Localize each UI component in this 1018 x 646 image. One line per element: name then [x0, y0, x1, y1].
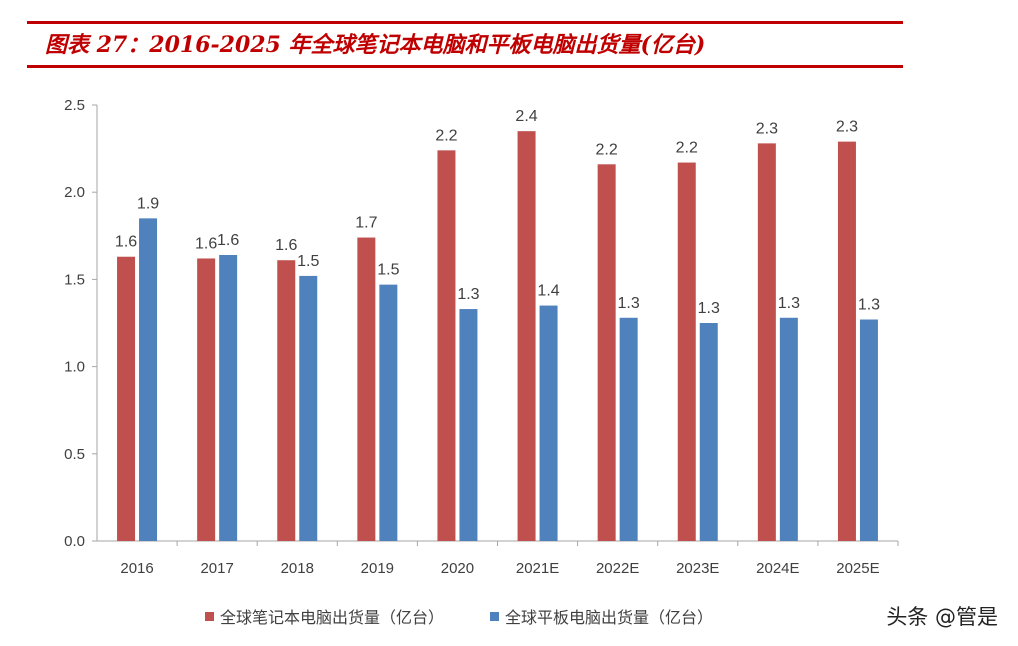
data-label-notebook: 2.4: [515, 108, 537, 125]
bar-notebook: [757, 143, 776, 542]
data-label-notebook: 1.6: [195, 235, 217, 252]
bar-notebook: [357, 237, 376, 541]
x-tick-label: 2017: [200, 560, 233, 577]
data-label-notebook: 1.7: [355, 215, 377, 232]
title-bottom-rule: [27, 65, 903, 68]
y-tick-label: 2.0: [64, 184, 85, 201]
data-label-notebook: 2.3: [836, 119, 858, 136]
bar-notebook: [597, 164, 616, 541]
chart-title: 图表 27：2016-2025 年全球笔记本电脑和平板电脑出货量(亿台): [45, 32, 706, 58]
legend-label-notebook: 全球笔记本电脑出货量（亿台）: [220, 608, 445, 627]
watermark: 头条 @管是: [886, 605, 998, 629]
data-label-tablet: 1.6: [217, 232, 239, 249]
data-label-tablet: 1.3: [698, 300, 720, 317]
data-label-notebook: 2.3: [756, 120, 778, 137]
data-label-tablet: 1.3: [457, 286, 479, 303]
bar-notebook: [197, 258, 216, 541]
bar-tablet: [139, 218, 158, 542]
bar-notebook: [277, 260, 296, 541]
bar-tablet: [539, 305, 558, 541]
bar-tablet: [459, 309, 478, 541]
y-tick-label: 1.0: [64, 359, 85, 376]
bar-notebook: [437, 150, 456, 541]
data-label-notebook: 2.2: [435, 127, 457, 144]
bar-tablet: [299, 275, 318, 541]
bar-tablet: [859, 319, 878, 541]
data-label-notebook: 1.6: [275, 237, 297, 254]
x-tick-label: 2020: [441, 560, 474, 577]
data-label-tablet: 1.3: [858, 297, 880, 314]
x-tick-label: 2018: [281, 560, 314, 577]
data-label-notebook: 2.2: [596, 141, 618, 158]
legend-item-tablet[interactable]: 全球平板电脑出货量（亿台）: [490, 604, 713, 628]
bar-notebook: [837, 141, 856, 541]
bar-notebook: [517, 131, 536, 541]
data-label-notebook: 1.6: [115, 234, 137, 251]
y-tick-label: 1.5: [64, 271, 85, 288]
x-tick-label: 2025E: [836, 560, 879, 577]
bar-notebook: [677, 162, 696, 541]
data-label-tablet: 1.3: [618, 295, 640, 312]
x-tick-label: 2019: [361, 560, 394, 577]
legend-item-notebook[interactable]: 全球笔记本电脑出货量（亿台）: [205, 604, 444, 628]
y-tick-label: 2.5: [64, 97, 85, 114]
bar-tablet: [619, 317, 638, 541]
bar-tablet: [779, 317, 798, 541]
data-label-tablet: 1.5: [377, 262, 399, 279]
legend-swatch-tablet: [490, 611, 500, 621]
data-label-tablet: 1.4: [537, 283, 559, 300]
data-label-notebook: 2.2: [676, 140, 698, 157]
title-top-rule: [27, 21, 903, 24]
legend-swatch-notebook: [205, 611, 214, 621]
bar-notebook: [117, 256, 136, 541]
bar-tablet: [379, 284, 398, 541]
y-tick-label: 0.5: [64, 446, 85, 463]
y-tick-label: 0.0: [64, 533, 85, 550]
data-label-tablet: 1.9: [137, 195, 159, 212]
x-tick-label: 2023E: [676, 560, 719, 577]
x-tick-label: 2022E: [596, 560, 639, 577]
x-tick-label: 2016: [120, 560, 153, 577]
x-tick-label: 2021E: [516, 560, 559, 577]
bar-tablet: [699, 323, 718, 541]
legend: 全球笔记本电脑出货量（亿台） 全球平板电脑出货量（亿台）: [205, 604, 713, 628]
legend-label-tablet: 全球平板电脑出货量（亿台）: [505, 608, 714, 627]
bar-tablet: [219, 254, 238, 541]
x-tick-label: 2024E: [756, 560, 799, 577]
data-label-tablet: 1.5: [297, 253, 319, 270]
data-label-tablet: 1.3: [778, 295, 800, 312]
